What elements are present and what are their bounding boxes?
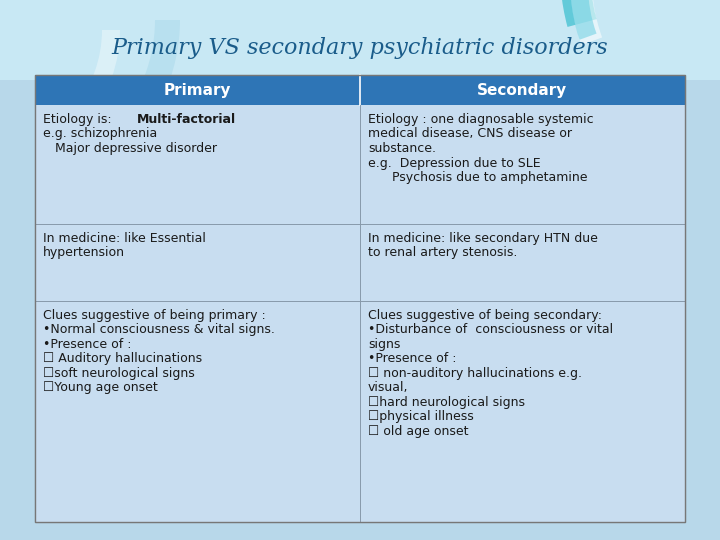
Text: Primary VS secondary psychiatric disorders: Primary VS secondary psychiatric disorde… [112, 37, 608, 59]
Text: Primary: Primary [163, 83, 231, 98]
Text: hypertension: hypertension [43, 246, 125, 259]
Wedge shape [73, 30, 120, 120]
FancyBboxPatch shape [35, 75, 685, 105]
Text: Psychosis due to amphetamine: Psychosis due to amphetamine [368, 171, 588, 184]
Text: •Normal consciousness & vital signs.: •Normal consciousness & vital signs. [43, 323, 275, 336]
Text: ☐soft neurological signs: ☐soft neurological signs [43, 367, 194, 380]
Text: •Disturbance of  consciousness or vital: •Disturbance of consciousness or vital [368, 323, 613, 336]
Text: ☐Young age onset: ☐Young age onset [43, 381, 158, 395]
Text: In medicine: like Essential: In medicine: like Essential [43, 232, 206, 245]
Text: Clues suggestive of being secondary:: Clues suggestive of being secondary: [368, 309, 602, 322]
Text: In medicine: like secondary HTN due: In medicine: like secondary HTN due [368, 232, 598, 245]
Text: visual,: visual, [368, 381, 408, 395]
Text: Etiology is:: Etiology is: [43, 113, 116, 126]
Wedge shape [560, 0, 608, 27]
Text: medical disease, CNS disease or: medical disease, CNS disease or [368, 127, 572, 140]
Text: ☐physical illness: ☐physical illness [368, 410, 474, 423]
FancyBboxPatch shape [35, 224, 360, 301]
Text: signs: signs [368, 338, 400, 351]
FancyBboxPatch shape [35, 301, 360, 522]
Text: e.g. schizophrenia: e.g. schizophrenia [43, 127, 157, 140]
Text: ☐ Auditory hallucinations: ☐ Auditory hallucinations [43, 353, 202, 366]
Text: Etiology : one diagnosable systemic: Etiology : one diagnosable systemic [368, 113, 593, 126]
Wedge shape [570, 0, 608, 45]
Text: Major depressive disorder: Major depressive disorder [43, 142, 217, 155]
FancyBboxPatch shape [35, 105, 360, 224]
Text: ☐hard neurological signs: ☐hard neurological signs [368, 396, 525, 409]
FancyBboxPatch shape [360, 224, 685, 301]
Wedge shape [570, 0, 597, 40]
FancyBboxPatch shape [360, 105, 685, 224]
Text: Clues suggestive of being primary :: Clues suggestive of being primary : [43, 309, 266, 322]
Text: e.g.  Depression due to SLE: e.g. Depression due to SLE [368, 157, 541, 170]
Text: Multi-factorial: Multi-factorial [137, 113, 236, 126]
Text: •Presence of :: •Presence of : [43, 338, 132, 351]
Text: ☐ old age onset: ☐ old age onset [368, 425, 469, 438]
Text: •Presence of :: •Presence of : [368, 353, 456, 366]
FancyBboxPatch shape [360, 301, 685, 522]
Text: substance.: substance. [368, 142, 436, 155]
FancyBboxPatch shape [0, 0, 720, 80]
Text: Secondary: Secondary [477, 83, 567, 98]
Wedge shape [99, 20, 180, 158]
FancyBboxPatch shape [35, 75, 685, 522]
Text: ☐ non-auditory hallucinations e.g.: ☐ non-auditory hallucinations e.g. [368, 367, 582, 380]
Text: to renal artery stenosis.: to renal artery stenosis. [368, 246, 518, 259]
